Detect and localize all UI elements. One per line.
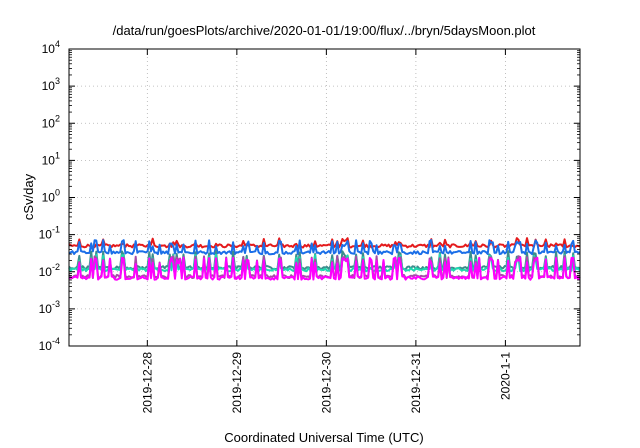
series-line-0 [68, 237, 581, 249]
series-group [68, 237, 581, 281]
x-tick-label: 2019-12-31 [409, 352, 423, 414]
y-tick-label: 10-1 [39, 225, 60, 242]
series-line-2 [68, 250, 581, 271]
x-tick-label: 2020-1-1 [498, 352, 512, 400]
y-tick-label: 103 [42, 76, 60, 93]
y-tick-label: 100 [42, 188, 60, 205]
grid [69, 49, 580, 346]
series-line-1 [68, 239, 581, 256]
x-tick-label: 2019-12-29 [230, 352, 244, 414]
chart-title: /data/run/goesPlots/archive/2020-01-01/1… [113, 23, 536, 38]
y-tick-label: 10-2 [39, 262, 60, 279]
y-tick-label: 102 [42, 113, 60, 130]
y-tick-label: 10-4 [39, 336, 60, 353]
x-tick-label: 2019-12-30 [319, 352, 333, 414]
axis-ticks: 10-4 10-3 10-2 10-1 100 101 102 103 104 2019-12-2… [39, 39, 580, 413]
y-tick-label: 104 [42, 39, 60, 56]
x-tick-label: 2019-12-28 [140, 352, 154, 414]
y-tick-label: 10-3 [39, 299, 60, 316]
x-axis-label: Coordinated Universal Time (UTC) [224, 430, 423, 445]
series-line-5 [68, 256, 581, 281]
y-tick-label: 101 [42, 150, 60, 167]
y-axis-label: cSv/day [21, 173, 36, 220]
